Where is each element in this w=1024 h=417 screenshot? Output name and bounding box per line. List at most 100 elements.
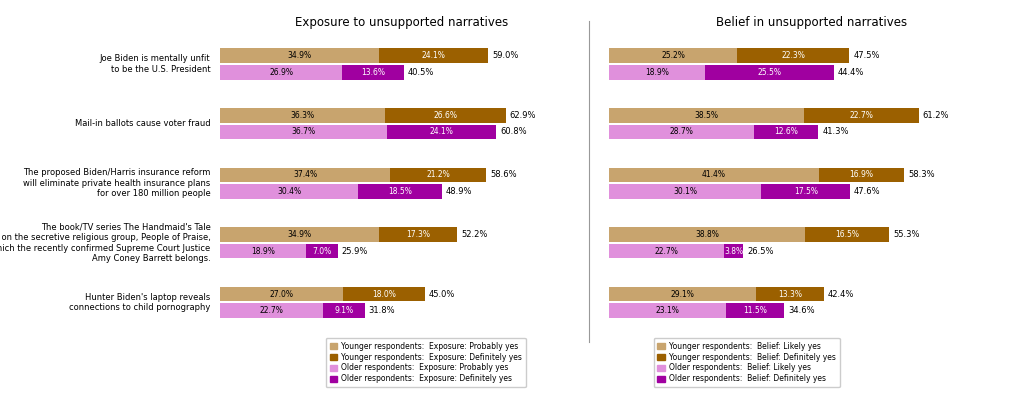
Bar <box>306 244 338 259</box>
Bar <box>220 244 306 259</box>
Bar <box>220 227 379 242</box>
Bar <box>705 65 834 80</box>
Title: Exposure to unsupported narratives: Exposure to unsupported narratives <box>295 16 509 30</box>
Text: 13.6%: 13.6% <box>361 68 385 77</box>
Text: 16.9%: 16.9% <box>849 171 873 179</box>
Bar <box>390 168 486 182</box>
Legend: Younger respondents:  Exposure: Probably yes, Younger respondents:  Exposure: De: Younger respondents: Exposure: Probably … <box>326 338 525 387</box>
Text: 58.3%: 58.3% <box>908 171 935 179</box>
Text: 47.5%: 47.5% <box>853 51 880 60</box>
Bar <box>726 304 784 318</box>
Text: 30.1%: 30.1% <box>674 187 697 196</box>
Text: 26.9%: 26.9% <box>269 68 293 77</box>
Text: 17.5%: 17.5% <box>794 187 818 196</box>
Bar <box>220 184 358 199</box>
Text: 27.0%: 27.0% <box>269 290 294 299</box>
Text: 58.6%: 58.6% <box>490 171 517 179</box>
Text: 42.4%: 42.4% <box>827 290 854 299</box>
Text: 13.3%: 13.3% <box>778 290 802 299</box>
Text: 3.8%: 3.8% <box>724 246 743 256</box>
Bar <box>609 244 724 259</box>
Text: 34.9%: 34.9% <box>288 230 311 239</box>
Text: 37.4%: 37.4% <box>293 171 317 179</box>
Bar <box>806 227 889 242</box>
Text: 38.5%: 38.5% <box>694 111 719 120</box>
Text: 41.3%: 41.3% <box>822 127 849 136</box>
Bar <box>736 48 850 63</box>
Text: 62.9%: 62.9% <box>510 111 537 120</box>
Text: 22.7%: 22.7% <box>849 111 873 120</box>
Text: 47.6%: 47.6% <box>854 187 881 196</box>
Text: 18.5%: 18.5% <box>388 187 413 196</box>
Text: 26.5%: 26.5% <box>748 246 774 256</box>
Text: 18.9%: 18.9% <box>251 246 275 256</box>
Text: 34.6%: 34.6% <box>788 306 815 315</box>
Bar <box>358 184 442 199</box>
Text: 11.5%: 11.5% <box>743 306 767 315</box>
Text: 52.2%: 52.2% <box>461 230 487 239</box>
Title: Belief in unsupported narratives: Belief in unsupported narratives <box>716 16 907 30</box>
Text: 44.4%: 44.4% <box>838 68 864 77</box>
Bar <box>609 65 705 80</box>
Text: 16.5%: 16.5% <box>836 230 859 239</box>
Text: 23.1%: 23.1% <box>655 306 680 315</box>
Bar <box>609 287 757 301</box>
Bar <box>609 227 806 242</box>
Text: 41.4%: 41.4% <box>701 171 726 179</box>
Bar <box>609 184 762 199</box>
Text: 36.7%: 36.7% <box>292 127 315 136</box>
Bar <box>609 304 726 318</box>
Text: 24.1%: 24.1% <box>430 127 454 136</box>
Text: 25.2%: 25.2% <box>662 51 685 60</box>
Legend: Younger respondents:  Belief: Likely yes, Younger respondents:  Belief: Definite: Younger respondents: Belief: Likely yes,… <box>653 338 840 387</box>
Bar <box>220 108 385 123</box>
Bar <box>324 304 365 318</box>
Text: 7.0%: 7.0% <box>312 246 332 256</box>
Text: 31.8%: 31.8% <box>369 306 395 315</box>
Bar <box>220 168 390 182</box>
Bar <box>342 65 404 80</box>
Text: 18.0%: 18.0% <box>372 290 395 299</box>
Text: 22.7%: 22.7% <box>260 306 284 315</box>
Text: 17.3%: 17.3% <box>407 230 430 239</box>
Bar <box>609 168 818 182</box>
Text: 34.9%: 34.9% <box>288 51 311 60</box>
Text: 29.1%: 29.1% <box>671 290 694 299</box>
Bar <box>804 108 919 123</box>
Bar <box>385 108 506 123</box>
Bar <box>379 48 488 63</box>
Text: 36.3%: 36.3% <box>291 111 314 120</box>
Bar <box>220 48 379 63</box>
Bar <box>220 304 324 318</box>
Bar <box>609 108 804 123</box>
Bar <box>220 287 343 301</box>
Bar <box>343 287 425 301</box>
Bar <box>818 168 904 182</box>
Text: 21.2%: 21.2% <box>426 171 451 179</box>
Text: 22.7%: 22.7% <box>654 246 679 256</box>
Text: 28.7%: 28.7% <box>670 127 694 136</box>
Bar <box>609 125 755 139</box>
Text: 18.9%: 18.9% <box>645 68 669 77</box>
Bar <box>220 125 387 139</box>
Bar <box>220 65 342 80</box>
Text: 61.2%: 61.2% <box>923 111 949 120</box>
Text: 60.8%: 60.8% <box>500 127 526 136</box>
Bar <box>724 244 743 259</box>
Bar <box>609 48 736 63</box>
Text: 25.9%: 25.9% <box>341 246 368 256</box>
Bar <box>379 227 458 242</box>
Text: 22.3%: 22.3% <box>781 51 805 60</box>
Bar <box>387 125 497 139</box>
Text: 48.9%: 48.9% <box>446 187 472 196</box>
Bar <box>762 184 850 199</box>
Text: 45.0%: 45.0% <box>428 290 455 299</box>
Text: 40.5%: 40.5% <box>408 68 434 77</box>
Bar <box>757 287 823 301</box>
Text: 30.4%: 30.4% <box>278 187 301 196</box>
Text: 24.1%: 24.1% <box>422 51 445 60</box>
Text: 38.8%: 38.8% <box>695 230 719 239</box>
Text: 26.6%: 26.6% <box>433 111 458 120</box>
Text: 55.3%: 55.3% <box>893 230 920 239</box>
Bar <box>755 125 818 139</box>
